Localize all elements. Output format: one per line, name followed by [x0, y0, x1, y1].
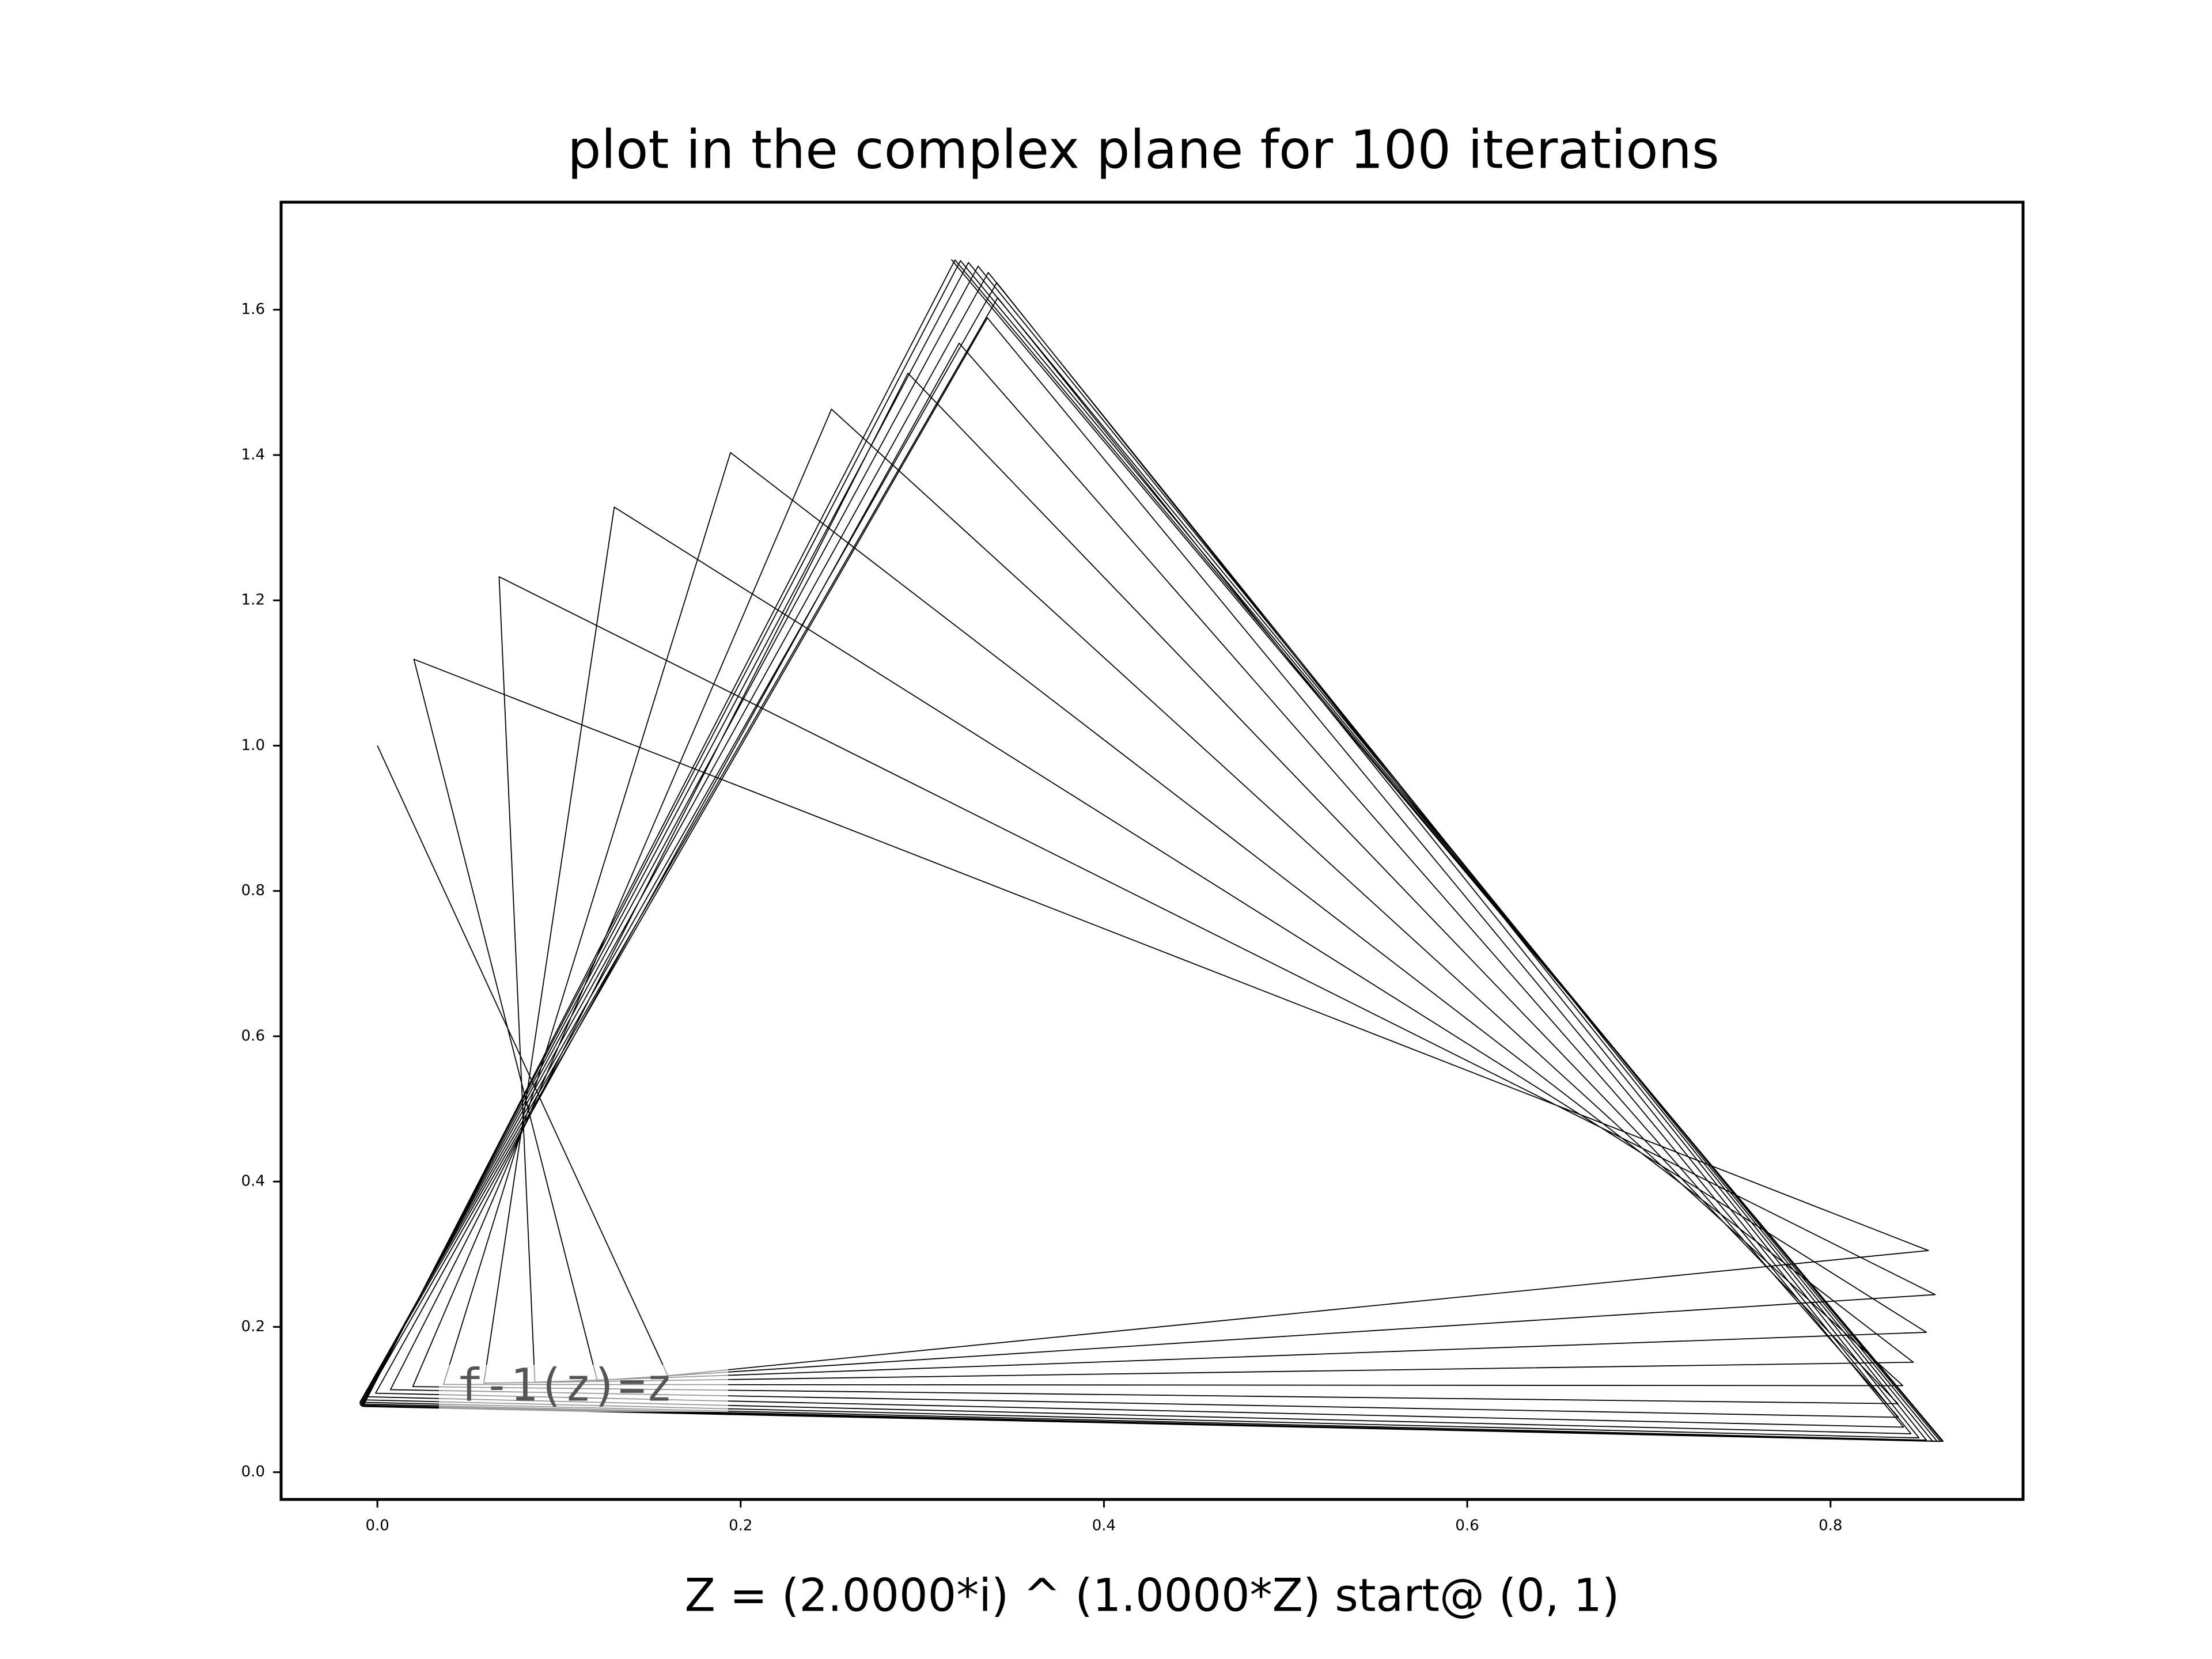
x-tick-label: 0.4: [1092, 1517, 1116, 1535]
axes-frame: [279, 200, 2025, 1501]
x-tick-label: 0.6: [1455, 1517, 1479, 1535]
y-tick-label: 1.0: [241, 737, 265, 754]
y-tick-label: 1.6: [241, 301, 265, 318]
y-tick-label: 0.2: [241, 1318, 265, 1335]
annotation: f-1(z)=z: [456, 1359, 673, 1411]
x-tick-label: 0.2: [729, 1517, 752, 1535]
x-tick-label: 0.0: [365, 1517, 389, 1535]
annotation-box: [439, 1365, 728, 1412]
y-tick-label: 0.6: [241, 1027, 265, 1044]
y-tick-label: 1.2: [241, 592, 265, 609]
chart-title: plot in the complex plane for 100 iterat…: [567, 119, 1719, 180]
y-tick-label: 0.0: [241, 1463, 265, 1480]
x-axis-label: Z = (2.0000*i) ^ (1.0000*Z) start@ (0, 1…: [685, 1570, 1620, 1622]
y-tick-label: 1.4: [241, 446, 265, 463]
data-line: [359, 259, 1944, 1442]
x-tick-label: 0.8: [1819, 1517, 1842, 1535]
y-tick-label: 0.4: [241, 1173, 265, 1190]
y-tick-label: 0.8: [241, 882, 265, 899]
